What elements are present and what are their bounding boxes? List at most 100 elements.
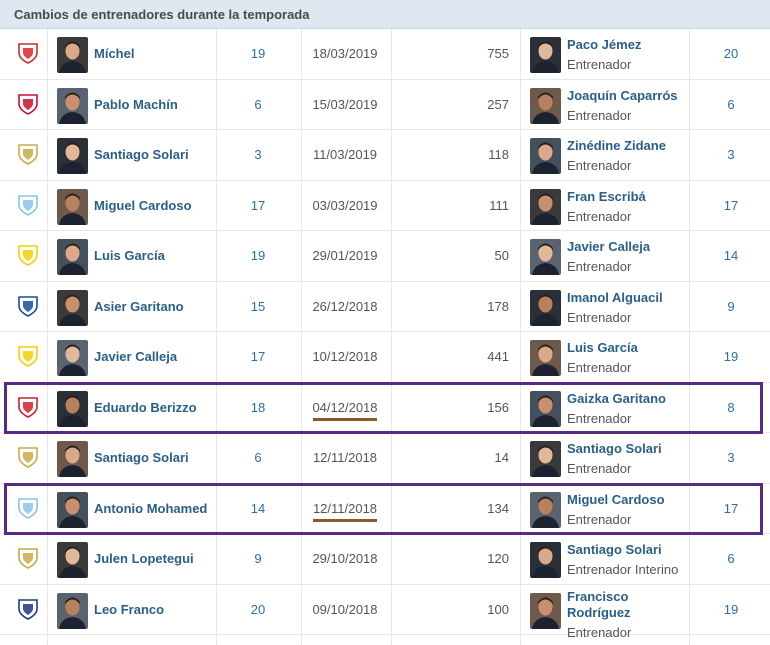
column-divider — [216, 29, 217, 645]
incoming-coach-name[interactable]: Paco Jémez — [567, 37, 642, 52]
incoming-coach-role: Entrenador — [567, 624, 632, 640]
games-count: 50 — [494, 248, 509, 263]
incoming-coach-avatar[interactable] — [530, 188, 561, 225]
incoming-coach-name[interactable]: Santiago Solari — [567, 542, 662, 557]
incoming-coach-avatar[interactable] — [530, 340, 561, 376]
outgoing-coach-name[interactable]: Eduardo Berizzo — [94, 399, 197, 415]
table-row: Javier Calleja 17 10/12/2018 441 Luis García… — [0, 332, 770, 383]
incoming-coach-stat: 17 — [723, 197, 739, 213]
incoming-coach-avatar[interactable] — [530, 37, 561, 73]
change-date: 10/12/2018 — [312, 349, 378, 364]
change-date: 15/03/2019 — [312, 96, 378, 112]
incoming-coach-stat: 20 — [723, 46, 739, 61]
incoming-coach-avatar[interactable] — [530, 592, 561, 629]
change-date: 18/03/2019 — [312, 46, 378, 61]
outgoing-coach-avatar[interactable] — [57, 87, 88, 124]
incoming-coach-name[interactable]: Francisco Rodríguez — [567, 588, 631, 620]
incoming-coach-stat: 8 — [727, 399, 735, 415]
outgoing-coach-stat: 19 — [250, 46, 266, 61]
incoming-coach-avatar[interactable] — [530, 542, 561, 578]
outgoing-coach-name[interactable]: Pablo Machín — [94, 96, 178, 112]
incoming-coach-name[interactable]: Santiago Solari — [567, 441, 662, 456]
outgoing-coach-avatar[interactable] — [57, 188, 88, 225]
incoming-coach-name[interactable]: Miguel Cardoso — [567, 491, 665, 507]
outgoing-coach-name[interactable]: Luis García — [94, 248, 165, 263]
incoming-coach-avatar[interactable] — [530, 289, 561, 326]
games-count: 257 — [487, 96, 509, 112]
table-row: Pablo Machín 6 15/03/2019 257 Joaquín Caparr… — [0, 80, 770, 130]
celta-crest-icon[interactable] — [16, 496, 40, 520]
incoming-coach-avatar[interactable] — [530, 441, 561, 477]
table-row: Míchel 19 18/03/2019 755 Paco Jémez Entrenado… — [0, 29, 770, 80]
table-row: Santiago Solari 3 11/03/2019 118 Zinédine Zi… — [0, 130, 770, 181]
table-row: Julen Lopetegui 9 29/10/2018 120 Santiago So… — [0, 534, 770, 585]
outgoing-coach-name[interactable]: Míchel — [94, 46, 135, 61]
incoming-coach-role: Entrenador — [567, 158, 632, 173]
incoming-coach-stat: 3 — [727, 450, 735, 465]
change-date: 09/10/2018 — [312, 601, 378, 617]
outgoing-coach-name[interactable]: Miguel Cardoso — [94, 197, 192, 213]
outgoing-coach-avatar[interactable] — [57, 289, 88, 326]
real-madrid-crest-icon[interactable] — [16, 142, 40, 166]
huesca-crest-icon[interactable] — [16, 597, 40, 621]
change-date: 03/03/2019 — [312, 197, 378, 213]
incoming-coach-name[interactable]: Zinédine Zidane — [567, 138, 666, 153]
outgoing-coach-avatar[interactable] — [57, 340, 88, 376]
games-count: 156 — [487, 399, 509, 415]
outgoing-coach-stat: 6 — [254, 450, 262, 465]
incoming-coach-stat: 14 — [723, 248, 739, 263]
outgoing-coach-avatar[interactable] — [57, 491, 88, 528]
incoming-coach-stat: 6 — [727, 96, 735, 112]
games-count: 14 — [494, 450, 509, 465]
change-date: 11/03/2019 — [312, 147, 378, 162]
incoming-coach-role: Entrenador — [567, 511, 632, 527]
incoming-coach-name[interactable]: Luis García — [567, 340, 638, 355]
outgoing-coach-avatar[interactable] — [57, 239, 88, 275]
outgoing-coach-name[interactable]: Santiago Solari — [94, 450, 189, 465]
outgoing-coach-stat: 18 — [250, 399, 266, 415]
outgoing-coach-avatar[interactable] — [57, 441, 88, 477]
real-madrid-crest-icon[interactable] — [16, 445, 40, 469]
incoming-coach-role: Entrenador — [567, 208, 632, 224]
outgoing-coach-avatar[interactable] — [57, 390, 88, 427]
villarreal-crest-icon[interactable] — [16, 344, 40, 368]
outgoing-coach-name[interactable]: Antonio Mohamed — [94, 500, 208, 516]
real-madrid-crest-icon[interactable] — [16, 546, 40, 570]
real-sociedad-crest-icon[interactable] — [16, 294, 40, 318]
incoming-coach-avatar[interactable] — [530, 390, 561, 427]
outgoing-coach-name[interactable]: Santiago Solari — [94, 147, 189, 162]
celta-crest-icon[interactable] — [16, 193, 40, 217]
outgoing-coach-name[interactable]: Leo Franco — [94, 601, 165, 617]
outgoing-coach-avatar[interactable] — [57, 592, 88, 629]
incoming-coach-role: Entrenador — [567, 461, 632, 476]
games-count: 441 — [487, 349, 509, 364]
incoming-coach-role: Entrenador — [567, 259, 632, 274]
outgoing-coach-name[interactable]: Julen Lopetegui — [94, 551, 194, 566]
incoming-coach-name[interactable]: Gaizka Garitano — [567, 390, 666, 406]
incoming-coach-name[interactable]: Imanol Alguacil — [567, 289, 663, 305]
incoming-coach-avatar[interactable] — [530, 87, 561, 124]
outgoing-coach-stat: 14 — [250, 500, 266, 516]
outgoing-coach-stat: 15 — [250, 298, 266, 314]
incoming-coach-name[interactable]: Javier Calleja — [567, 239, 651, 254]
outgoing-coach-stat: 6 — [254, 96, 262, 112]
outgoing-coach-avatar[interactable] — [57, 37, 88, 73]
incoming-coach-role: Entrenador Interino — [567, 562, 679, 577]
sevilla-crest-icon[interactable] — [16, 92, 40, 116]
change-date: 29/10/2018 — [312, 551, 378, 566]
outgoing-coach-name[interactable]: Asier Garitano — [94, 298, 184, 314]
incoming-coach-name[interactable]: Joaquín Caparrós — [567, 87, 678, 103]
incoming-coach-avatar[interactable] — [530, 491, 561, 528]
rayo-vallecano-crest-icon[interactable] — [16, 41, 40, 65]
outgoing-coach-name[interactable]: Javier Calleja — [94, 349, 178, 364]
incoming-coach-avatar[interactable] — [530, 138, 561, 174]
incoming-coach-avatar[interactable] — [530, 239, 561, 275]
athletic-crest-icon[interactable] — [16, 395, 40, 419]
outgoing-coach-avatar[interactable] — [57, 138, 88, 174]
villarreal-crest-icon[interactable] — [16, 243, 40, 267]
outgoing-coach-avatar[interactable] — [57, 542, 88, 578]
outgoing-coach-stat: 9 — [254, 551, 262, 566]
outgoing-coach-stat: 20 — [250, 601, 266, 617]
incoming-coach-name[interactable]: Fran Escribá — [567, 188, 646, 204]
column-divider — [689, 29, 690, 645]
